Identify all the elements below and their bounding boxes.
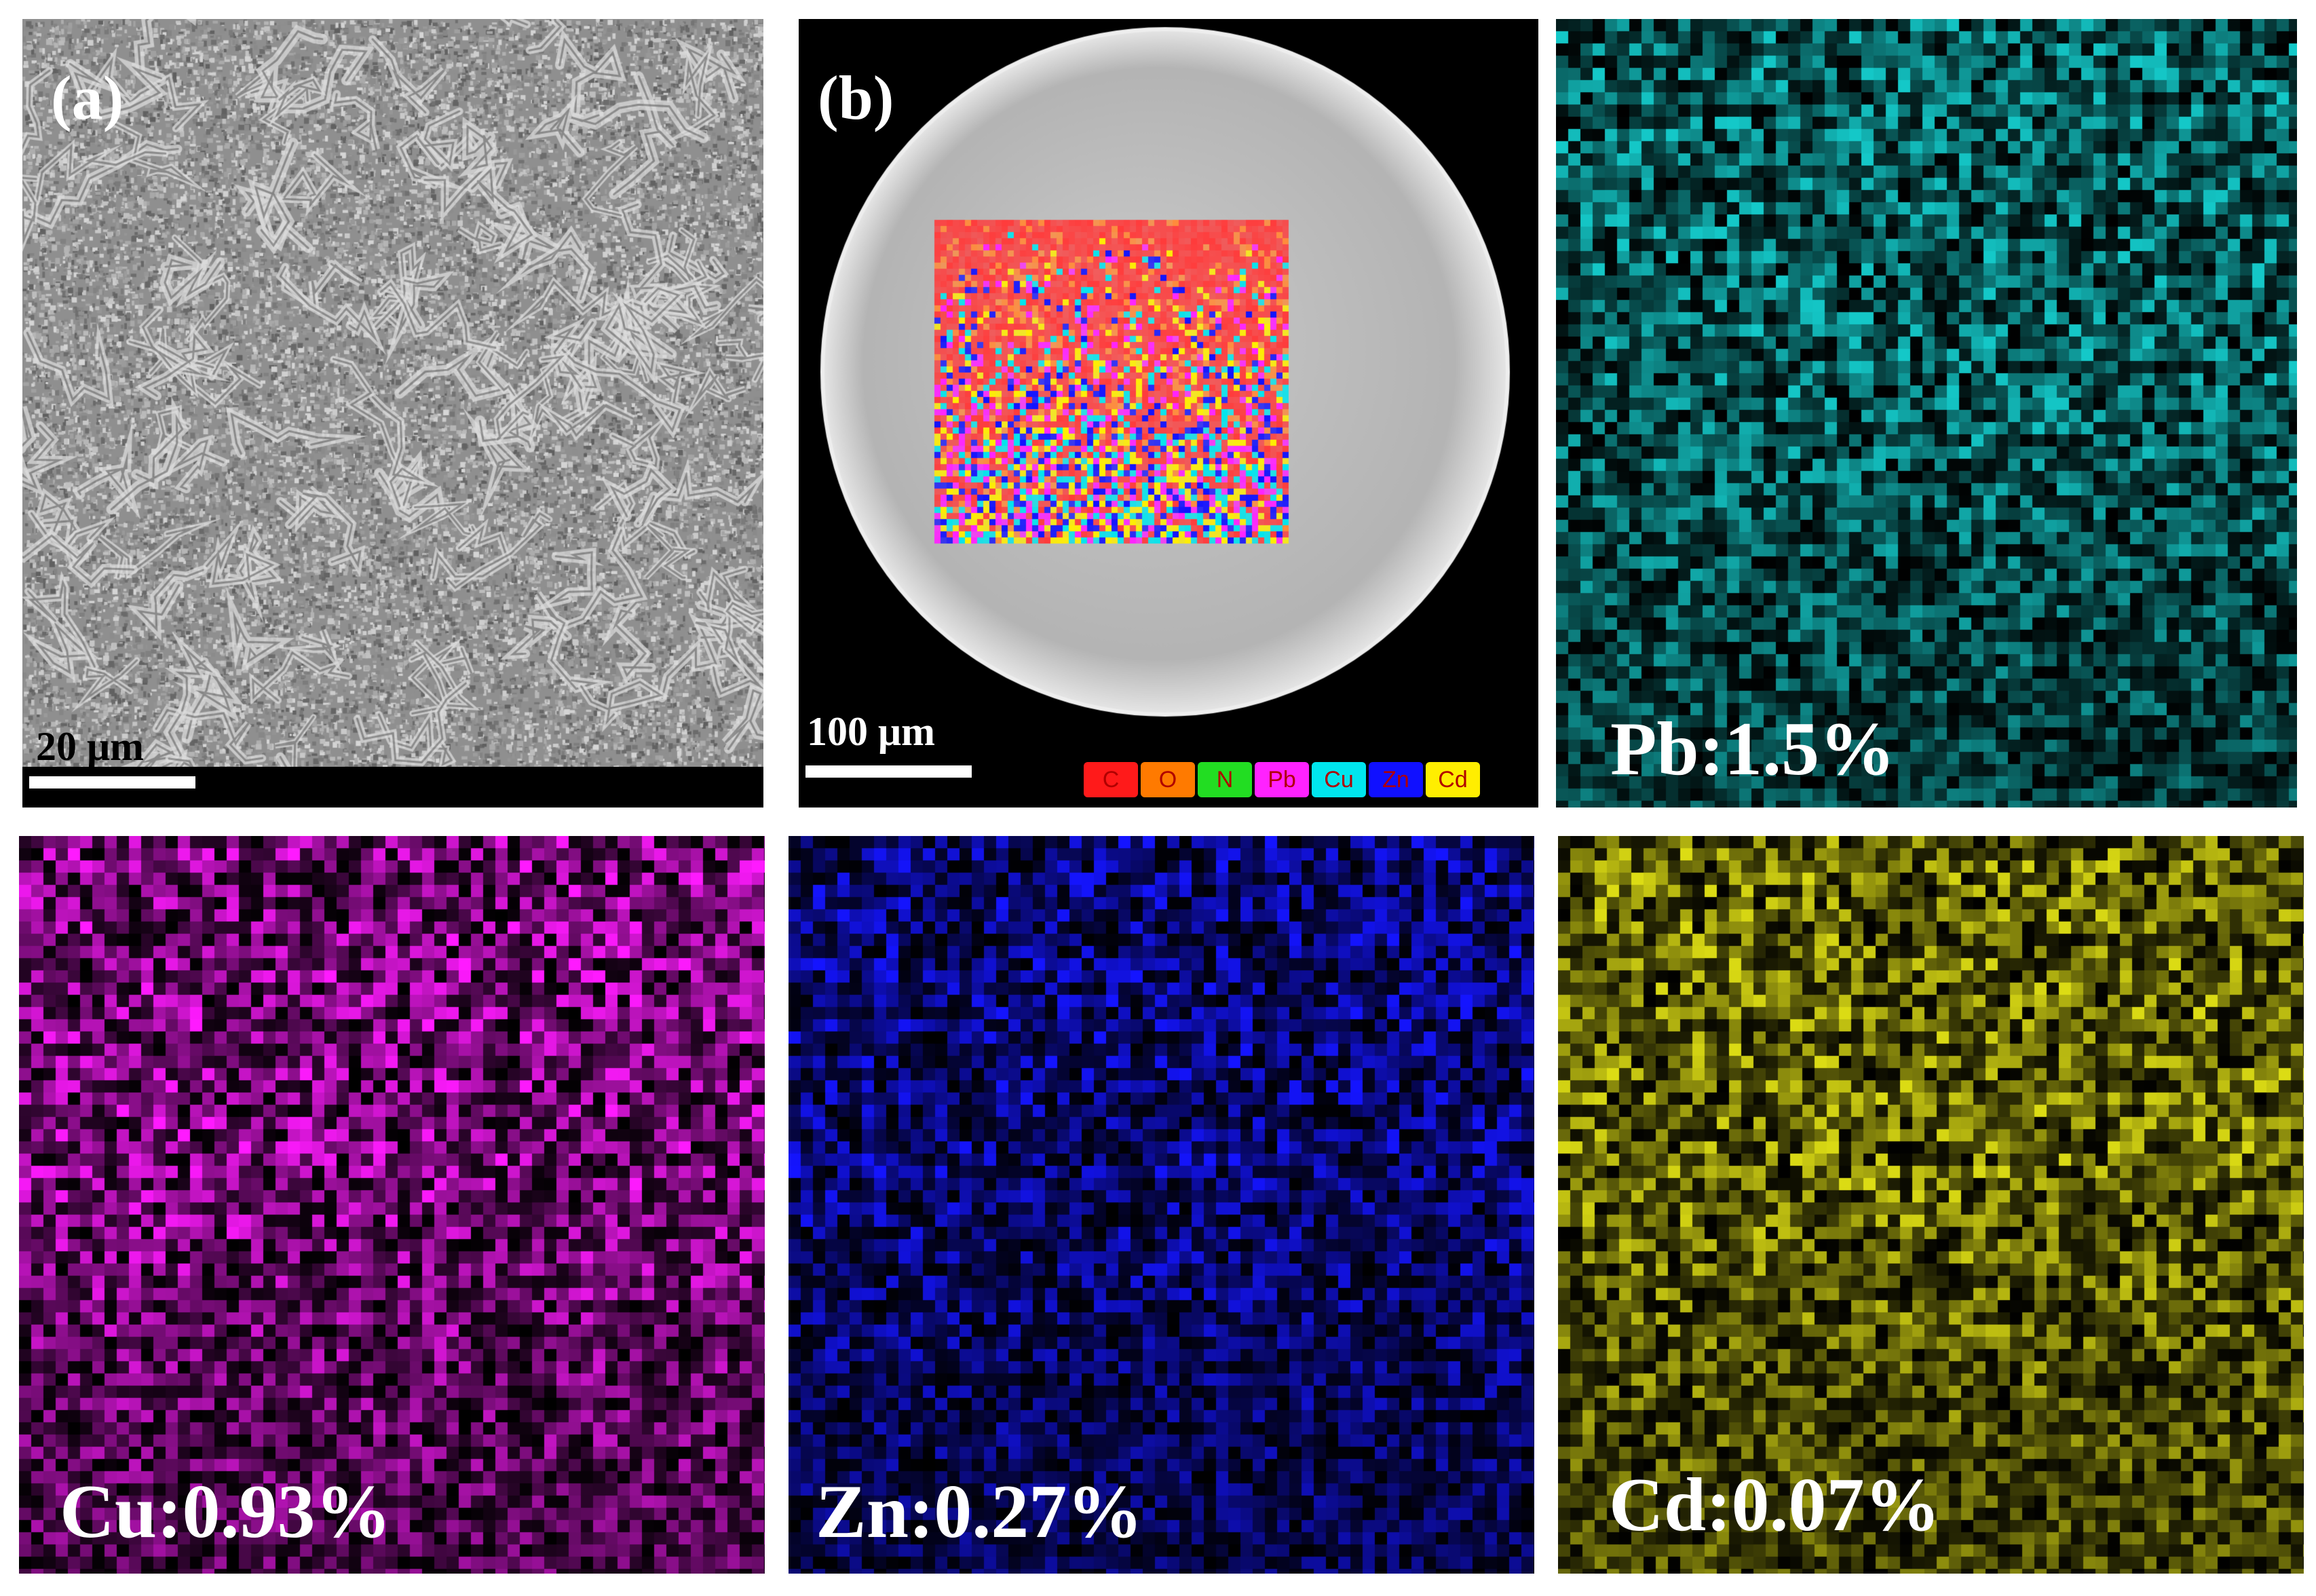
cu-pixel-map bbox=[19, 836, 765, 1574]
panel-label-a: (a) bbox=[51, 63, 124, 132]
element-legend: C O N Pb Cu Zn Cd bbox=[1084, 762, 1480, 797]
cd-map-panel: Cd:0.07% bbox=[1558, 836, 2304, 1574]
eds-overlay-panel-b: (b) 100 μm C O N Pb Cu Zn Cd bbox=[799, 19, 1538, 808]
zn-percentage-label: Zn:0.27% bbox=[816, 1470, 1143, 1554]
legend-item-c: C bbox=[1084, 762, 1138, 797]
legend-item-n: N bbox=[1198, 762, 1252, 797]
scale-text-a: 20 μm bbox=[36, 724, 144, 769]
scale-bar-b bbox=[805, 765, 972, 778]
cu-map-panel: Cu:0.93% bbox=[19, 836, 765, 1574]
pb-map-panel: Pb:1.5% bbox=[1556, 19, 2297, 808]
legend-item-cd: Cd bbox=[1426, 762, 1480, 797]
panel-label-b: (b) bbox=[818, 63, 894, 132]
legend-item-zn: Zn bbox=[1369, 762, 1423, 797]
scale-text-b: 100 μm bbox=[807, 709, 935, 754]
sphere-overlay-image bbox=[799, 19, 1538, 808]
zn-map-panel: Zn:0.27% bbox=[789, 836, 1534, 1574]
zn-pixel-map bbox=[789, 836, 1534, 1574]
cu-percentage-label: Cu:0.93% bbox=[60, 1470, 392, 1554]
cd-pixel-map bbox=[1558, 836, 2304, 1574]
legend-item-pb: Pb bbox=[1255, 762, 1309, 797]
pb-percentage-label: Pb:1.5% bbox=[1610, 707, 1895, 791]
sem-texture bbox=[22, 19, 763, 808]
legend-item-cu: Cu bbox=[1312, 762, 1366, 797]
scale-bar-a bbox=[29, 776, 195, 788]
legend-item-o: O bbox=[1141, 762, 1195, 797]
sem-image-panel-a: (a) 20 μm bbox=[22, 19, 763, 808]
pb-pixel-map bbox=[1556, 19, 2297, 808]
cd-percentage-label: Cd:0.07% bbox=[1609, 1463, 1941, 1547]
